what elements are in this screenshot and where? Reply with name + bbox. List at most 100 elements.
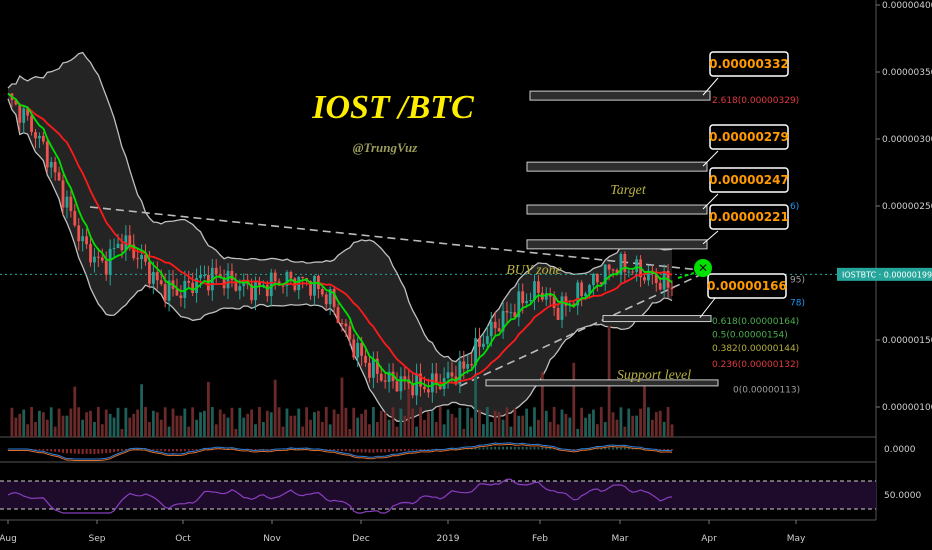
volume-bar	[454, 417, 458, 437]
volume-bar	[191, 407, 195, 437]
candle-body	[332, 289, 336, 308]
candle-body	[572, 303, 576, 306]
macd-histogram-bar	[124, 449, 127, 451]
volume-bar	[348, 428, 352, 437]
macd-histogram-bar	[659, 449, 662, 451]
macd-histogram-bar	[172, 449, 175, 452]
buy-zone-annotation: BUY zone	[506, 263, 562, 278]
volume-bar	[364, 409, 367, 437]
candle-body	[136, 258, 140, 260]
volume-bar	[588, 413, 591, 437]
macd-histogram-bar	[93, 449, 96, 455]
buy-zone-box	[602, 315, 712, 323]
macd-histogram-bar	[42, 449, 45, 451]
volume-bar	[73, 386, 77, 437]
volume-bar	[230, 407, 234, 437]
macd-histogram-bar	[525, 446, 528, 450]
candle-body	[61, 180, 65, 208]
y-tick-label: 0.00000350	[882, 68, 932, 78]
candle-body	[525, 301, 529, 304]
volume-bar	[450, 413, 454, 437]
candle-body	[285, 272, 289, 286]
bollinger-upper-line	[7, 51, 673, 363]
candle-body	[81, 236, 85, 242]
volume-bar	[544, 410, 548, 437]
x-tick-label: May	[787, 534, 806, 544]
target-callout	[709, 204, 789, 230]
macd-histogram-bar	[478, 447, 481, 450]
volume-bar	[57, 408, 61, 437]
macd-histogram-bar	[136, 448, 139, 450]
macd-histogram-bar	[58, 449, 61, 453]
candle-body	[599, 282, 603, 285]
volume-bar	[643, 381, 646, 437]
volume-bar	[368, 424, 371, 437]
macd-histogram-bar	[234, 448, 237, 450]
volume-bar	[403, 415, 407, 437]
macd-histogram-bar	[344, 449, 347, 452]
macd-histogram-bar	[69, 449, 72, 454]
bollinger-band-fill	[8, 52, 672, 422]
volume-bar	[603, 422, 607, 437]
candle-body	[108, 248, 112, 275]
volume-bar	[218, 409, 222, 437]
volume-bar	[293, 415, 297, 437]
candle-body	[623, 254, 627, 272]
macd-histogram-bar	[615, 447, 618, 450]
volume-bar	[171, 408, 175, 437]
volume-bar	[615, 419, 619, 437]
macd-histogram-bar	[450, 448, 453, 450]
rsi-band	[0, 481, 876, 509]
candle-body	[379, 373, 383, 381]
fib-level-label: 95)	[790, 276, 805, 286]
candle-body	[238, 286, 242, 291]
target-annotation: Target	[610, 183, 647, 198]
macd-histogram-bar	[608, 447, 611, 450]
volume-bar	[635, 415, 639, 437]
volume-bar	[423, 419, 426, 437]
macd-histogram-bar	[490, 446, 493, 450]
candle-body	[423, 386, 426, 390]
macd-histogram-bar	[627, 447, 630, 450]
volume-bar	[560, 409, 564, 437]
y-tick-label: 0.00000100	[882, 403, 932, 413]
candle-body	[313, 275, 316, 296]
macd-histogram-bar	[572, 449, 575, 451]
candle-body	[375, 358, 379, 374]
volume-bar	[568, 417, 572, 437]
volume-bars	[10, 325, 674, 437]
fib-level-label: 78)	[790, 298, 805, 308]
candle-body	[430, 373, 434, 393]
candle-body	[489, 321, 493, 337]
volume-bar	[623, 426, 627, 437]
candle-body	[53, 161, 57, 173]
macd-histogram-bar	[529, 447, 532, 450]
macd-histogram-bar	[81, 449, 84, 455]
volume-bar	[442, 424, 446, 437]
volume-bar	[407, 375, 411, 437]
candle-body	[340, 323, 344, 325]
macd-histogram-bar	[132, 448, 135, 450]
candle-body	[265, 284, 269, 297]
volume-bar	[540, 372, 544, 437]
fib-level-label: 0.618(0.00000164)	[712, 317, 799, 327]
volume-bar	[140, 384, 143, 437]
volume-bar	[497, 412, 501, 437]
volume-bar	[446, 409, 450, 437]
candle-body	[446, 372, 450, 379]
target-boxes	[526, 90, 711, 250]
volume-bar	[627, 408, 631, 437]
volume-bar	[564, 413, 568, 437]
volume-bar	[662, 421, 666, 437]
volume-bar	[265, 410, 269, 437]
macd-histogram-bar	[333, 449, 336, 451]
y-tick-label: 0.00000150	[882, 336, 932, 346]
macd-histogram-bar	[117, 449, 120, 452]
volume-bar	[379, 410, 383, 437]
volume-bar	[666, 407, 670, 437]
candle-body	[537, 281, 540, 293]
macd-histogram-bar	[85, 449, 88, 454]
volume-bar	[226, 417, 230, 437]
volume-bar	[238, 407, 242, 437]
